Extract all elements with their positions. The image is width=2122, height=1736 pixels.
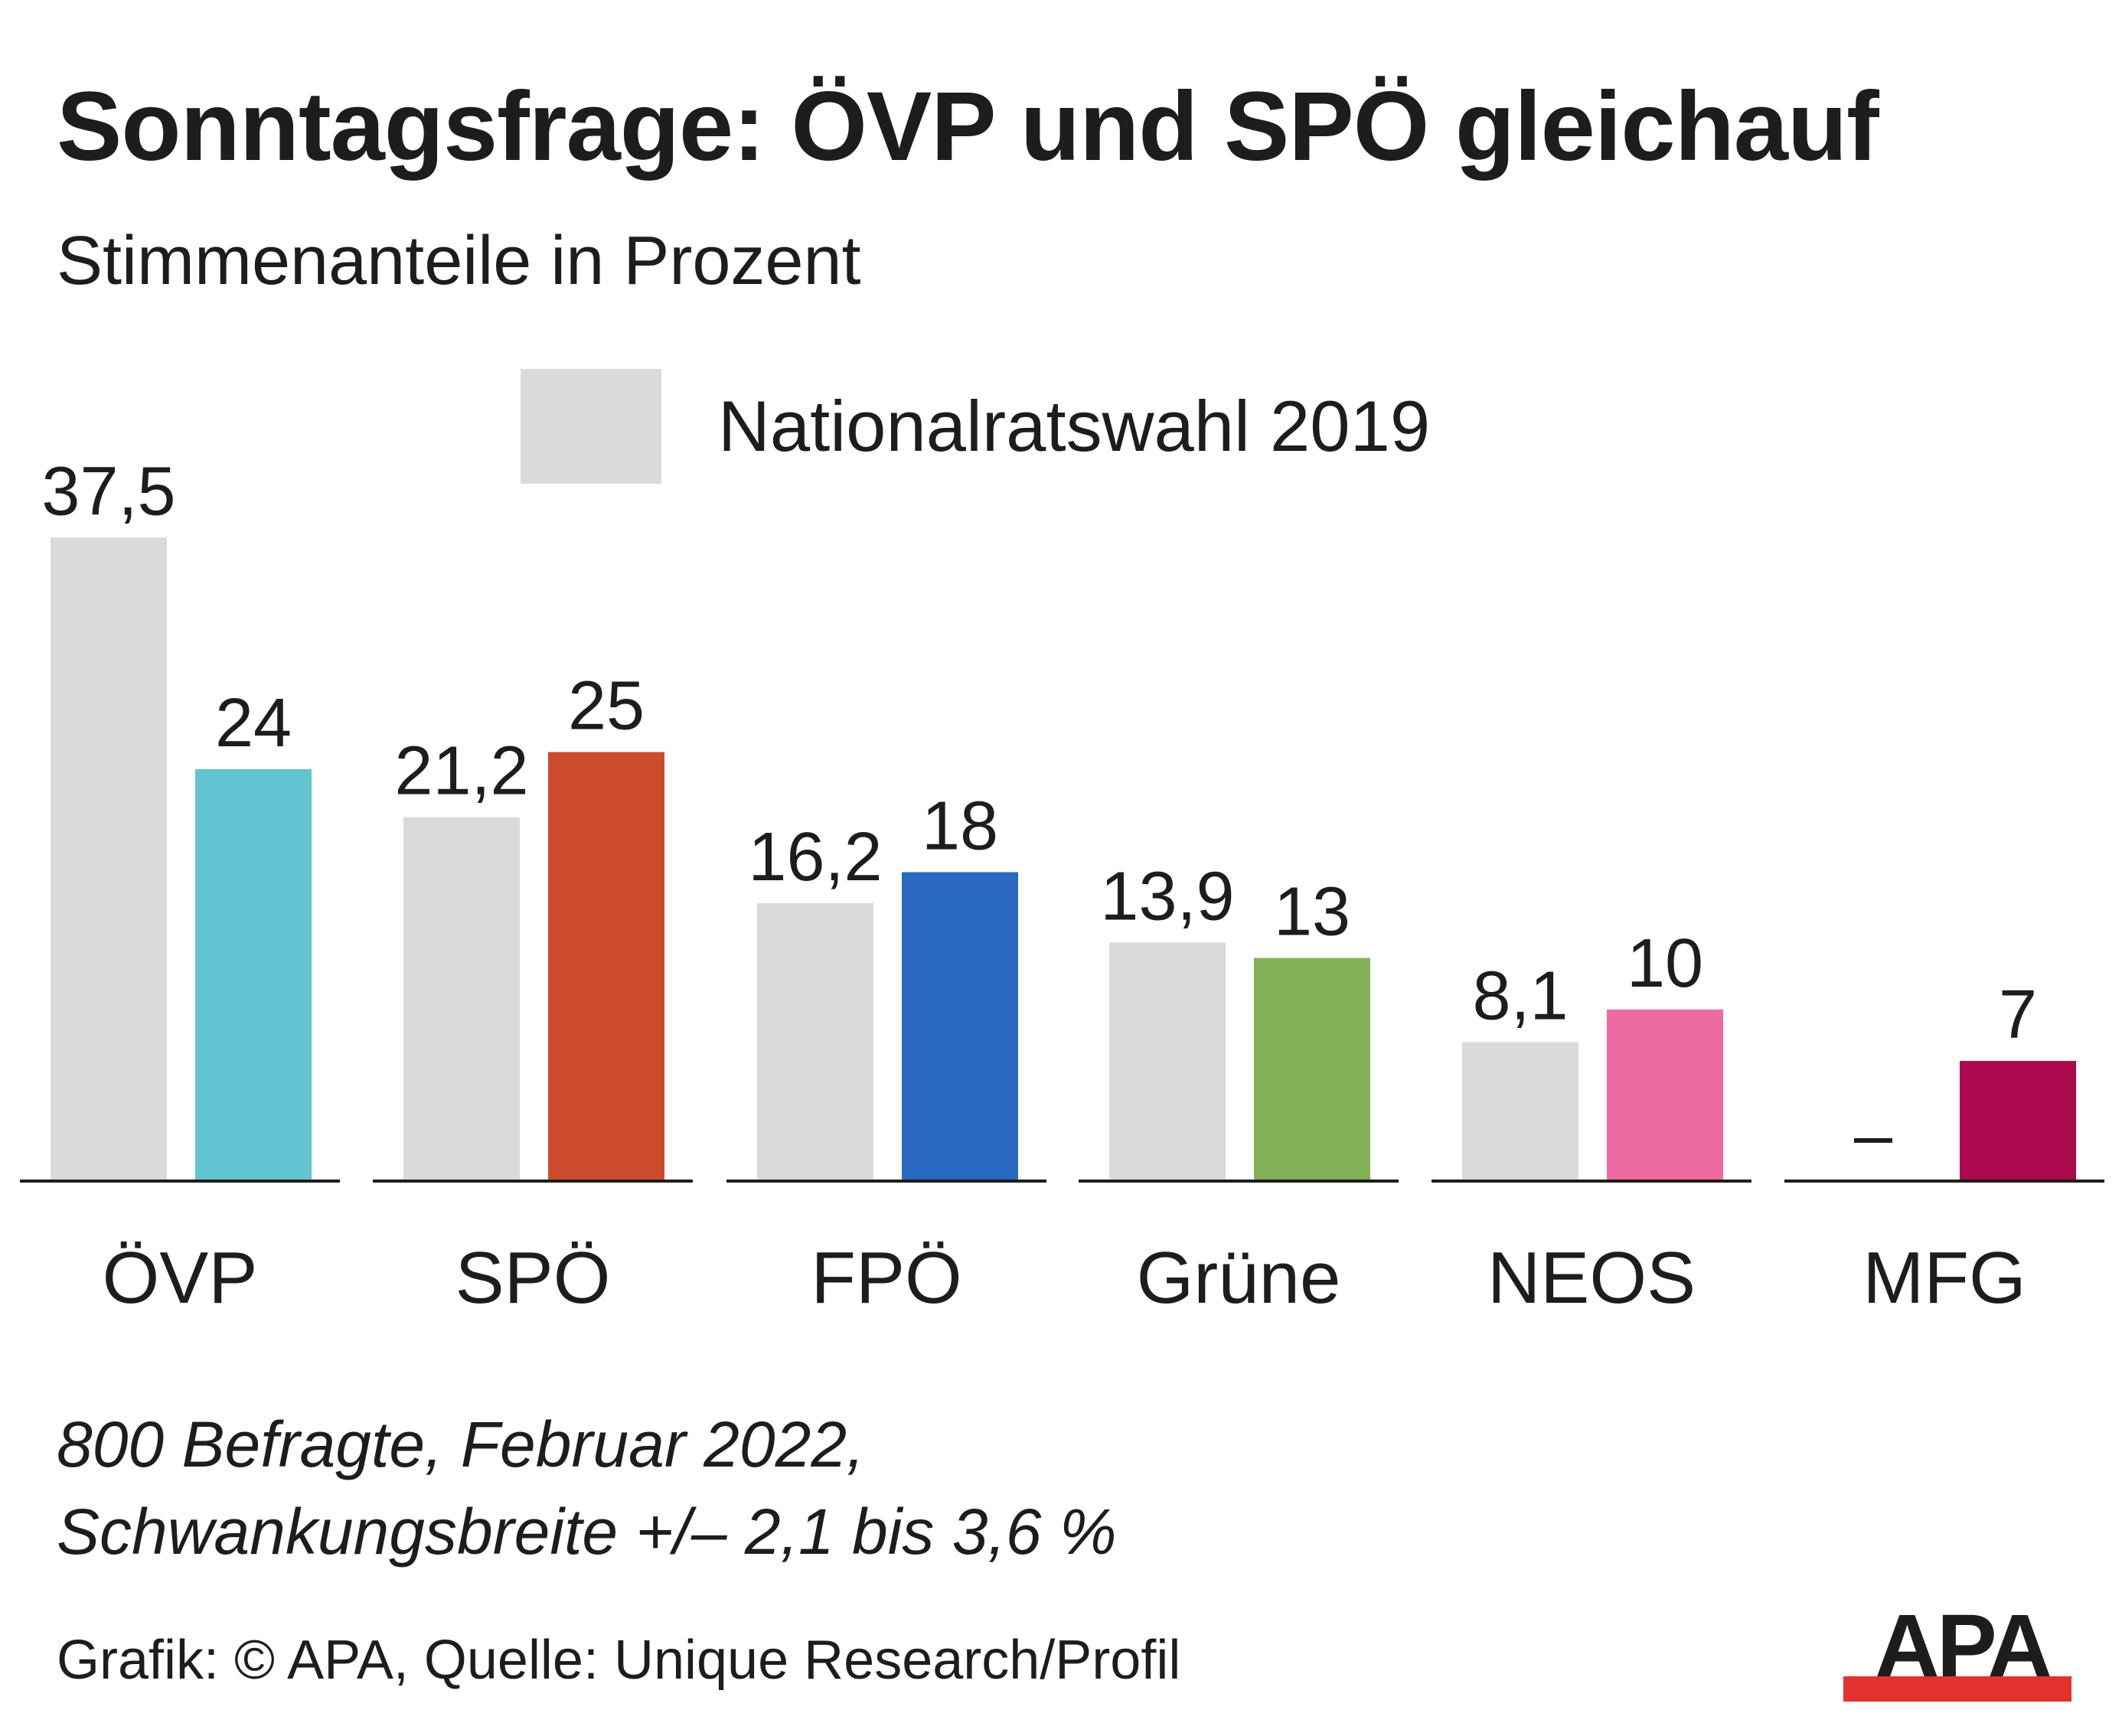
- survey-note-line1: 800 Befragte, Februar 2022,: [57, 1408, 865, 1480]
- source-credit: Grafik: © APA, Quelle: Unique Research/P…: [57, 1630, 1181, 1691]
- bar-chart: 37,5 24 ÖVP 21,2 25 SPÖ 16,2 18 FPÖ 13,9 13 Grüne 8,…: [20, 453, 2104, 1319]
- data-label: 7: [1999, 977, 2037, 1053]
- bar-2022-spoe: [548, 752, 664, 1181]
- bar-group-oevp: 37,5 24 ÖVP: [20, 453, 340, 1319]
- bar-2019-fpoe: [757, 902, 873, 1181]
- data-label: 10: [1627, 925, 1703, 1002]
- bar-2022-oevp: [195, 768, 312, 1181]
- legend-swatch: [521, 369, 661, 484]
- chart-subtitle: Stimmenanteile in Prozent: [57, 223, 861, 299]
- bar-2022-fpoe: [902, 872, 1018, 1181]
- bar-2022-gruene: [1254, 958, 1370, 1181]
- bar-group-fpoe: 16,2 18 FPÖ: [726, 788, 1046, 1319]
- bar-group-neos: 8,1 10 NEOS: [1432, 925, 1751, 1319]
- data-label: 18: [922, 788, 998, 864]
- bar-group-mfg: – 7 MFG: [1784, 977, 2104, 1319]
- bar-2019-spoe: [403, 817, 520, 1181]
- apa-logo: APA: [1843, 1606, 2071, 1702]
- data-label: 25: [568, 668, 645, 745]
- bar-group-spoe: 21,2 25 SPÖ: [373, 668, 693, 1319]
- data-label: 24: [215, 685, 292, 762]
- bar-2019-gruene: [1109, 942, 1226, 1181]
- survey-note-line2: Schwankungsbreite +/– 2,1 bis 3,6 %: [57, 1496, 1117, 1568]
- data-label: 16,2: [748, 819, 882, 896]
- data-label: 8,1: [1472, 958, 1568, 1034]
- category-label: FPÖ: [811, 1237, 961, 1319]
- bar-2022-mfg: [1960, 1061, 2076, 1181]
- data-label: –: [1854, 1097, 1893, 1173]
- bar-2019-neos: [1462, 1042, 1578, 1181]
- chart-title: Sonntagsfrage: ÖVP und SPÖ gleichauf: [57, 72, 1879, 181]
- category-label: Grüne: [1137, 1237, 1341, 1319]
- category-label: ÖVP: [103, 1237, 258, 1319]
- bar-2019-oevp: [51, 537, 167, 1181]
- data-label: 37,5: [41, 453, 175, 530]
- legend: Nationalratswahl 2019: [521, 369, 1430, 484]
- data-label: 13: [1274, 874, 1350, 951]
- data-label: 13,9: [1100, 858, 1234, 935]
- data-label: 21,2: [394, 733, 528, 810]
- bar-group-gruene: 13,9 13 Grüne: [1079, 858, 1399, 1319]
- category-label: NEOS: [1487, 1237, 1696, 1319]
- legend-label: Nationalratswahl 2019: [718, 386, 1431, 466]
- category-label: SPÖ: [455, 1237, 611, 1319]
- apa-logo-bar: [1843, 1676, 2071, 1702]
- bar-2022-neos: [1607, 1009, 1723, 1181]
- category-label: MFG: [1862, 1237, 2026, 1319]
- survey-note: 800 Befragte, Februar 2022, Schwankungsb…: [57, 1401, 1117, 1575]
